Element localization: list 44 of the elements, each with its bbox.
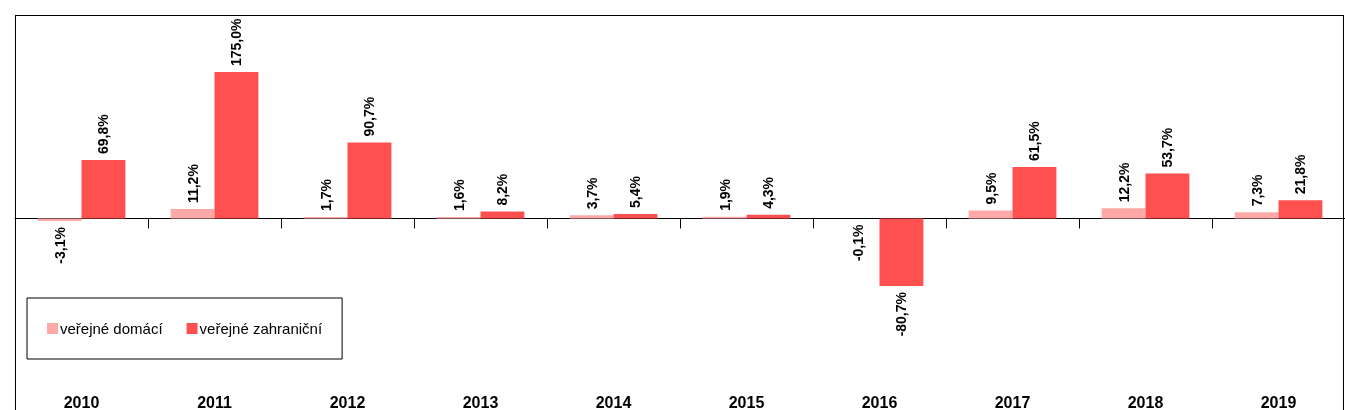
bar <box>1012 166 1057 219</box>
x-tick-label: 2014 <box>595 393 632 410</box>
bar <box>1101 208 1146 219</box>
data-label: 1,7% <box>317 178 334 212</box>
bar <box>879 218 924 286</box>
x-tick-label: 2013 <box>462 393 499 410</box>
x-tick-label: 2015 <box>728 393 765 410</box>
x-tick-label: 2016 <box>861 393 898 410</box>
x-tick-label: 2018 <box>1127 393 1164 410</box>
x-tick-label: 2010 <box>63 393 100 410</box>
bar <box>569 215 614 219</box>
data-label: 1,9% <box>716 178 733 211</box>
data-label: 4,3% <box>760 176 777 209</box>
x-tick-label: 2017 <box>994 393 1031 410</box>
data-label: 12,2% <box>1115 162 1132 203</box>
data-label: 8,2% <box>494 173 511 206</box>
data-label: 90,7% <box>361 96 378 137</box>
bar <box>37 218 82 222</box>
bar <box>1145 173 1190 219</box>
bar <box>170 209 215 219</box>
data-label: 7,3% <box>1248 173 1265 207</box>
x-tick-label: 2011 <box>197 393 232 410</box>
bar <box>1234 212 1279 219</box>
data-label: 21,8% <box>1292 153 1309 195</box>
bar <box>214 72 259 219</box>
data-label: -0,1% <box>849 224 866 262</box>
data-label: 11,2% <box>184 163 201 204</box>
bar <box>81 160 126 219</box>
data-label: 9,5% <box>982 172 999 205</box>
data-label: -80,7% <box>893 291 910 337</box>
data-label: 1,6% <box>450 178 467 212</box>
data-label: 69,8% <box>95 113 112 155</box>
bar <box>347 142 392 219</box>
data-label: -3,1% <box>51 226 68 264</box>
data-label: 5,4% <box>627 175 644 208</box>
data-label: 53,7% <box>1159 127 1176 168</box>
x-tick-label: 2012 <box>329 393 366 410</box>
bar <box>1278 200 1323 219</box>
data-label: 175,0% <box>228 17 245 66</box>
legend-label: veřejné zahraniční <box>199 320 323 337</box>
x-tick-label: 2019 <box>1260 393 1297 410</box>
data-label: 61,5% <box>1026 120 1043 161</box>
data-label: 3,7% <box>583 176 600 210</box>
legend-label: veřejné domácí <box>60 320 164 337</box>
